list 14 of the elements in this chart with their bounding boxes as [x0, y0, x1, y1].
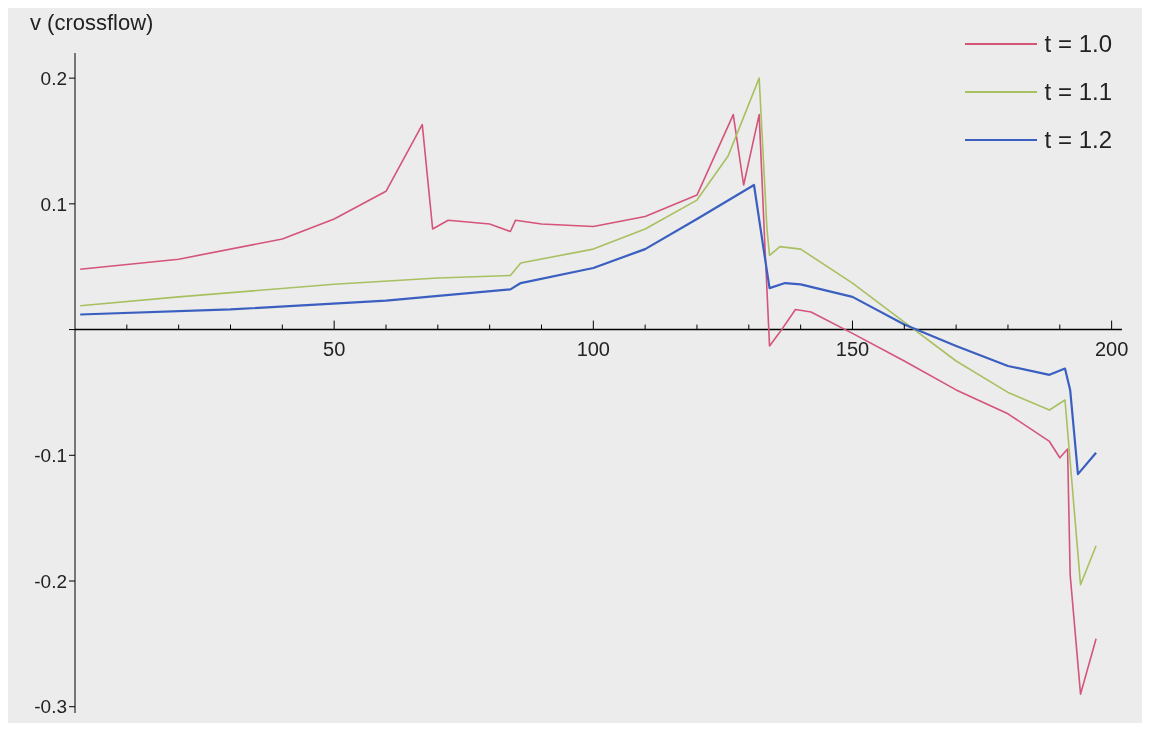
- y-tick-label: 0.1: [40, 193, 67, 215]
- x-tick-label: 100: [576, 337, 610, 360]
- legend-label: t = 1.1: [1044, 78, 1112, 106]
- y-axis-title: v (crossflow): [30, 10, 154, 36]
- x-tick-label: 50: [323, 337, 346, 360]
- x-tick-label: 150: [835, 337, 870, 360]
- legend-label: t = 1.2: [1044, 126, 1112, 154]
- line-series: [79, 183, 1098, 476]
- legend-label: t = 1.0: [1044, 30, 1112, 58]
- y-tick-label: -0.2: [34, 570, 67, 592]
- y-tick-label: -0.3: [34, 696, 67, 718]
- x-tick-label: 200: [1094, 337, 1129, 360]
- y-tick-label: 0.2: [40, 67, 67, 89]
- y-tick-label: -0.1: [34, 445, 67, 467]
